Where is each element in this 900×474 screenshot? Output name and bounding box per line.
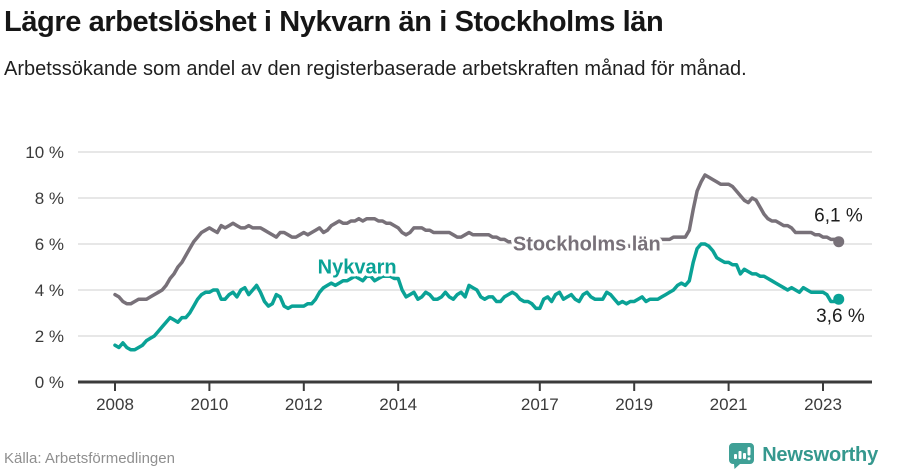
newsworthy-badge-icon [729, 443, 755, 469]
series-line-nykvarn [113, 242, 841, 352]
end-value-label-nykvarn: 3,6 % [816, 306, 865, 327]
page-subtitle: Arbetssökande som andel av den registerb… [4, 58, 747, 80]
y-tick-label: 0 % [35, 373, 64, 392]
x-tick-label: 2010 [190, 395, 228, 414]
x-tick-label: 2014 [379, 395, 417, 414]
x-tick-label: 2021 [710, 395, 748, 414]
x-tick-label: 2008 [96, 395, 134, 414]
y-tick-label: 10 % [25, 143, 64, 162]
x-tick-label: 2012 [285, 395, 323, 414]
x-tick-label: 2017 [521, 395, 559, 414]
page-title: Lägre arbetslöshet i Nykvarn än i Stockh… [4, 6, 664, 38]
source-note: Källa: Arbetsförmedlingen [4, 450, 175, 467]
end-dot-nykvarn [833, 293, 845, 305]
series-label-stockholms-l-n: Stockholms län [513, 233, 661, 255]
series-label-nykvarn: Nykvarn [318, 256, 397, 278]
end-dot-stockholms-l-n [833, 236, 845, 248]
y-tick-label: 4 % [35, 281, 64, 300]
x-tick-label: 2019 [615, 395, 653, 414]
newsworthy-logo: Newsworthy [728, 442, 878, 469]
y-tick-label: 8 % [35, 189, 64, 208]
newsworthy-wordmark: Newsworthy [762, 444, 878, 466]
y-tick-label: 2 % [35, 327, 64, 346]
y-tick-label: 6 % [35, 235, 64, 254]
x-tick-label: 2023 [804, 395, 842, 414]
end-value-label-stockholms-l-n: 6,1 % [814, 206, 863, 227]
series-line-stockholms-l-n [113, 173, 841, 306]
